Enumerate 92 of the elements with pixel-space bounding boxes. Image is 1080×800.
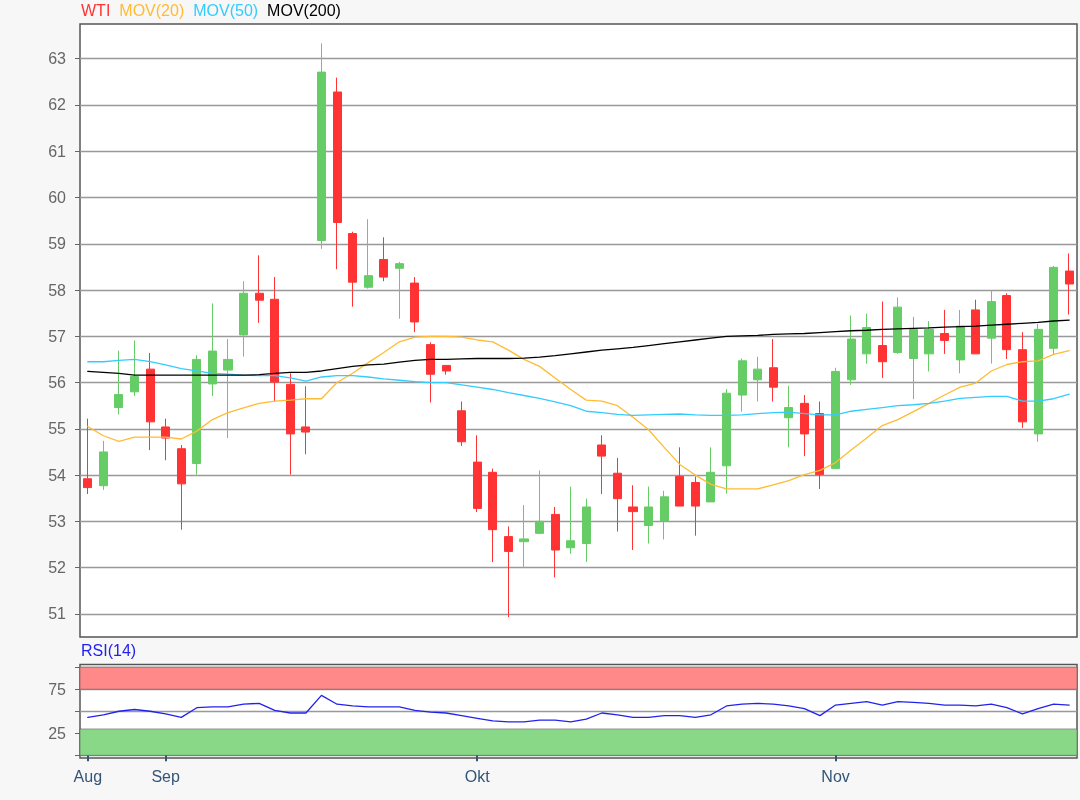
candlestick: [1065, 252, 1074, 316]
candlestick: [706, 446, 715, 503]
x-tick-label: Okt: [464, 767, 491, 785]
candlestick: [582, 498, 591, 563]
y-tick-label: 56: [48, 374, 67, 392]
candlestick: [971, 299, 980, 355]
candlestick: [893, 296, 902, 355]
candlestick: [644, 486, 653, 545]
candlestick: [146, 352, 155, 451]
candlestick: [83, 418, 92, 495]
candlestick: [800, 394, 809, 457]
candlestick: [410, 276, 419, 333]
line-series: [87, 358, 1070, 417]
candlestick: [239, 280, 248, 358]
candlestick: [1018, 331, 1027, 429]
text: MOV(50): [193, 1, 259, 19]
candlestick: [862, 313, 871, 365]
candlestick: [1049, 265, 1058, 355]
candlestick: [566, 486, 575, 555]
candlestick: [519, 504, 529, 569]
candlestick: [426, 341, 435, 403]
candlestick: [628, 484, 638, 551]
candlestick: [161, 418, 170, 461]
y-tick-label: 25: [48, 724, 67, 742]
candlestick: [909, 316, 918, 400]
candlestick: [473, 434, 482, 513]
candlestick: [442, 364, 451, 376]
candlestick: [878, 301, 887, 379]
candlestick: [535, 469, 544, 534]
x-tick-label: Nov: [821, 767, 850, 785]
candlestick: [488, 468, 497, 563]
y-tick-label: 55: [48, 420, 67, 438]
candlestick: [613, 457, 622, 533]
y-tick-label: 63: [48, 50, 67, 68]
candlestick: [784, 385, 793, 448]
y-tick-label: 60: [48, 188, 67, 206]
y-tick-label: 58: [48, 281, 67, 299]
candlestick: [815, 401, 824, 490]
candlestick: [457, 401, 466, 447]
candlestick: [847, 314, 856, 386]
candlestick: [130, 339, 139, 397]
candlestick: [255, 254, 264, 324]
candlestick: [660, 490, 669, 540]
candlestick: [504, 525, 513, 618]
candlestick: [956, 309, 965, 374]
candlestick: [1002, 292, 1011, 360]
candlestick: [177, 444, 186, 531]
y-tick-label: 75: [48, 680, 67, 698]
candlestick: [208, 302, 217, 397]
y-tick-label: 62: [48, 96, 67, 114]
x-tick-label: Sep: [151, 767, 181, 785]
candlestick: [551, 506, 560, 578]
y-tick-label: 51: [48, 605, 67, 623]
candlestick: [333, 77, 342, 270]
candlestick: [286, 372, 295, 476]
candlestick: [364, 218, 373, 290]
candlestick: [722, 388, 731, 495]
candlestick: [987, 289, 996, 365]
candlestick: [379, 236, 388, 282]
candlestick: [738, 357, 747, 413]
x-tick-label: Aug: [73, 767, 103, 785]
candlestick: [675, 446, 684, 507]
text: MOV(200): [267, 1, 341, 19]
candlestick: [192, 354, 201, 476]
candlestick: [597, 434, 606, 495]
y-tick-label: 59: [48, 235, 67, 253]
candlestick: [301, 385, 310, 455]
candlestick: [270, 276, 279, 403]
candlestick: [114, 350, 123, 415]
y-tick-label: 53: [48, 512, 67, 530]
text: RSI(14): [81, 641, 137, 659]
candlestick: [99, 440, 108, 491]
y-tick-label: 61: [48, 142, 67, 160]
candlestick: [691, 475, 700, 537]
y-tick-label: 54: [48, 466, 67, 484]
candlestick: [348, 231, 357, 308]
line-series: [87, 694, 1070, 723]
candlestick: [317, 42, 326, 250]
candlestick: [940, 309, 949, 355]
candlestick: [1034, 323, 1043, 443]
candlestick: [831, 367, 840, 470]
text: WTI: [81, 1, 111, 19]
y-tick-label: 57: [48, 327, 67, 345]
candlestick: [395, 261, 404, 320]
candlestick: [753, 356, 762, 403]
candlestick: [223, 338, 233, 439]
line-series: [87, 335, 1070, 490]
y-tick-label: 52: [48, 559, 67, 577]
line-series: [87, 319, 1070, 376]
candlestick: [924, 320, 934, 372]
text: MOV(20): [119, 1, 185, 19]
candlestick: [769, 338, 778, 403]
